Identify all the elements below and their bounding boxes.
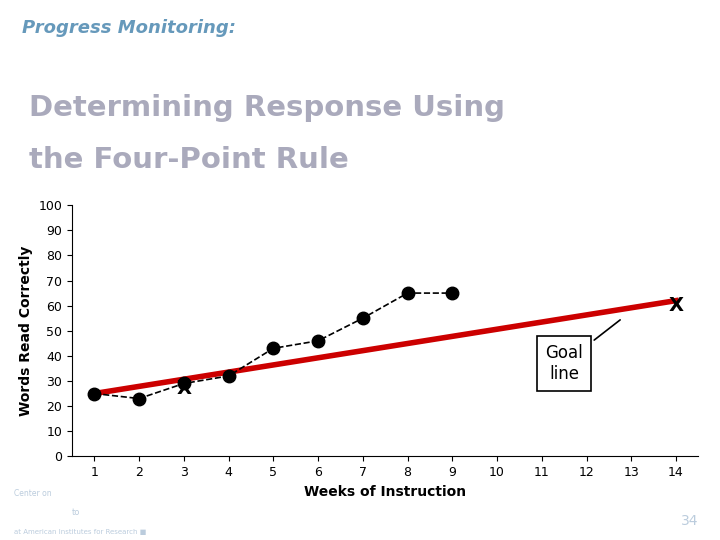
Text: to: to: [72, 508, 81, 517]
Text: INTERVENTION: INTERVENTION: [90, 508, 183, 518]
Text: Determining Response Using: Determining Response Using: [29, 94, 505, 122]
Text: the Four-Point Rule: the Four-Point Rule: [29, 146, 348, 174]
Y-axis label: Words Read Correctly: Words Read Correctly: [19, 246, 33, 416]
X-axis label: Weeks of Instruction: Weeks of Instruction: [304, 484, 467, 498]
Text: X: X: [176, 379, 192, 398]
Text: X: X: [669, 296, 683, 315]
Text: Progress Monitoring:: Progress Monitoring:: [22, 19, 235, 37]
Text: 34: 34: [681, 515, 698, 528]
Text: Center on: Center on: [14, 489, 52, 498]
Text: RESPONSE: RESPONSE: [14, 508, 81, 518]
Text: at American Institutes for Research ■: at American Institutes for Research ■: [14, 529, 147, 535]
Text: Goal
line: Goal line: [545, 320, 620, 383]
